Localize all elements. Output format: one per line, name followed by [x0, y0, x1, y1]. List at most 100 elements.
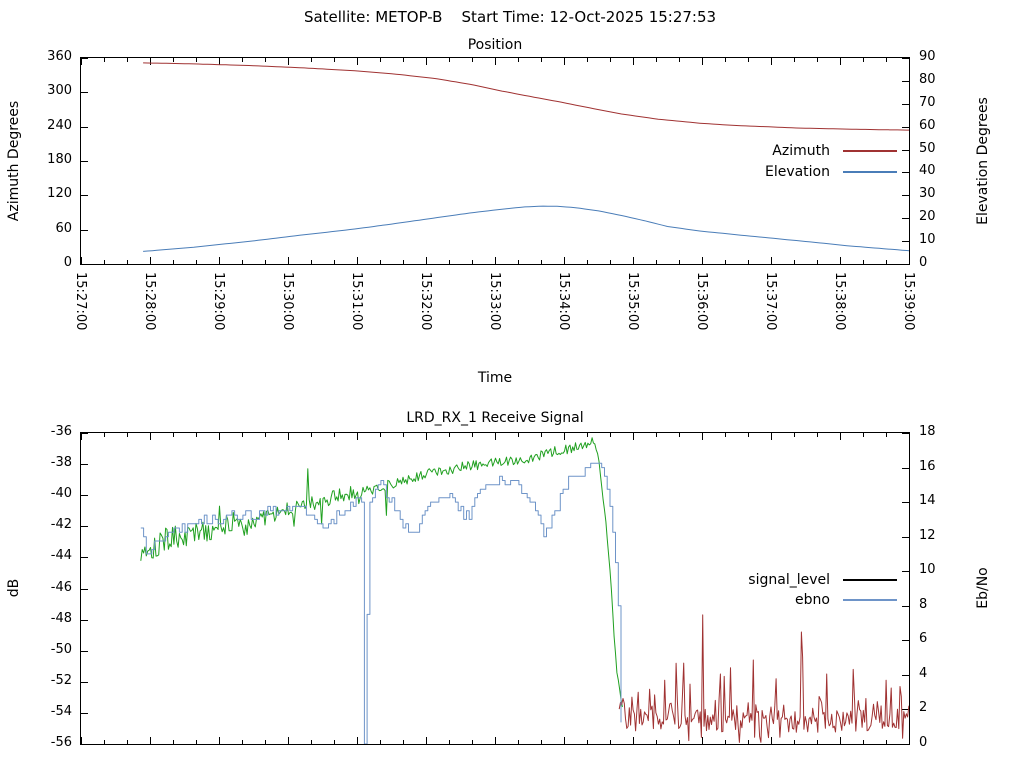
y-tick-label: 60 [919, 118, 936, 133]
y-tick [902, 606, 909, 607]
y-tick [81, 713, 88, 714]
x-minor-tick [334, 260, 335, 264]
y-tick-label: 30 [919, 186, 936, 201]
x-minor-tick [334, 58, 335, 62]
signal-level-legend-line-sample [843, 579, 897, 581]
x-tick [81, 737, 82, 744]
x-tick [909, 737, 910, 744]
x-minor-tick [679, 58, 680, 62]
y-tick [902, 537, 909, 538]
y-tick [902, 195, 909, 196]
x-minor-tick [334, 433, 335, 437]
x-tick [426, 58, 427, 65]
x-tick [771, 737, 772, 744]
x-minor-tick [610, 260, 611, 264]
legend-signal-level: signal_level [560, 570, 897, 590]
x-tick [909, 433, 910, 440]
y-tick-label: -52 [50, 673, 72, 688]
x-minor-tick [541, 58, 542, 62]
x-minor-tick [518, 58, 519, 62]
y-tick [81, 651, 88, 652]
x-minor-tick [587, 433, 588, 437]
x-tick-label: 15:29:00 [211, 272, 226, 331]
x-minor-tick [403, 260, 404, 264]
position-chart-title: Position [467, 37, 523, 53]
x-tick [150, 257, 151, 264]
x-tick-label: 15:30:00 [280, 272, 295, 331]
x-minor-tick [311, 433, 312, 437]
x-minor-tick [265, 433, 266, 437]
x-tick [219, 433, 220, 440]
x-tick [288, 433, 289, 440]
legend-ebno: ebno [560, 590, 897, 610]
y-tick [902, 127, 909, 128]
page-title: Satellite: METOP-B Start Time: 12-Oct-20… [303, 8, 717, 26]
y-tick-label: 120 [47, 186, 72, 201]
y-tick-label: 0 [919, 255, 928, 270]
elevation-axis-label: Elevation Degrees [975, 97, 991, 225]
x-tick-label: 15:39:00 [901, 272, 916, 331]
x-tick [564, 58, 565, 65]
x-minor-tick [173, 740, 174, 744]
legend-elevation-label: Elevation [764, 164, 830, 180]
x-tick [633, 737, 634, 744]
receive_signal-series-layer [140, 437, 909, 744]
x-tick [288, 737, 289, 744]
y-tick-label: -50 [50, 642, 72, 657]
x-minor-tick [265, 740, 266, 744]
x-tick [702, 433, 703, 440]
x-minor-tick [886, 433, 887, 437]
x-tick [426, 737, 427, 744]
x-minor-tick [311, 260, 312, 264]
x-minor-tick [449, 433, 450, 437]
x-minor-tick [541, 740, 542, 744]
Azimuth-line [143, 62, 909, 131]
x-minor-tick [196, 58, 197, 62]
x-tick [495, 433, 496, 440]
x-tick [633, 257, 634, 264]
db-axis-label: dB [6, 578, 22, 598]
y-tick [81, 92, 88, 93]
x-minor-tick [656, 433, 657, 437]
x-minor-tick [587, 260, 588, 264]
y-tick [81, 495, 88, 496]
x-minor-tick [817, 740, 818, 744]
x-minor-tick [794, 58, 795, 62]
x-tick-label: 15:27:00 [73, 272, 88, 331]
y-tick-label: 40 [919, 163, 936, 178]
y-tick-label: 240 [47, 118, 72, 133]
x-minor-tick [541, 433, 542, 437]
x-tick-label: 15:33:00 [487, 272, 502, 331]
y-tick-label: 80 [919, 72, 936, 87]
x-minor-tick [449, 58, 450, 62]
legend-azimuth: Azimuth [560, 141, 897, 161]
legend-signal-level-label: signal_level [748, 572, 830, 588]
x-minor-tick [679, 260, 680, 264]
x-minor-tick [380, 740, 381, 744]
y-tick [81, 264, 88, 265]
y-tick [902, 675, 909, 676]
x-minor-tick [196, 433, 197, 437]
x-minor-tick [265, 58, 266, 62]
receive-signal-plot-area [80, 432, 910, 745]
y-tick [902, 502, 909, 503]
x-minor-tick [242, 740, 243, 744]
x-tick [357, 257, 358, 264]
x-minor-tick [886, 260, 887, 264]
x-minor-tick [518, 260, 519, 264]
x-tick [150, 737, 151, 744]
y-tick-label: -38 [50, 455, 72, 470]
x-minor-tick [380, 260, 381, 264]
x-minor-tick [863, 433, 864, 437]
x-tick [633, 433, 634, 440]
x-minor-tick [610, 740, 611, 744]
x-tick [219, 58, 220, 65]
y-tick [902, 744, 909, 745]
y-tick [81, 682, 88, 683]
x-minor-tick [242, 58, 243, 62]
x-tick [426, 433, 427, 440]
x-minor-tick [725, 740, 726, 744]
x-minor-tick [380, 58, 381, 62]
y-tick-label: 8 [919, 597, 928, 612]
y-tick [81, 58, 88, 59]
